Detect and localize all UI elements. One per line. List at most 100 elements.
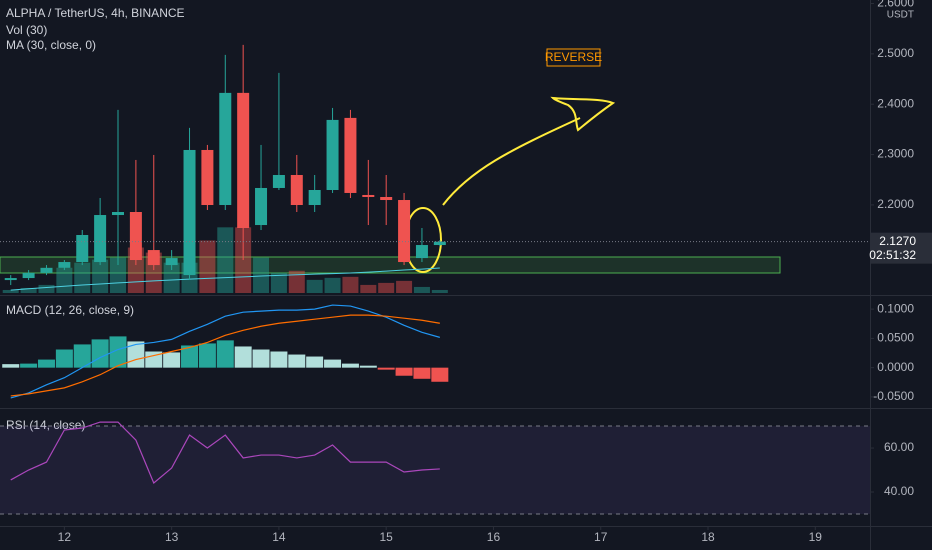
histogram-bar — [234, 346, 252, 368]
chart-title: ALPHA / TetherUS, 4h, BINANCE — [6, 6, 185, 20]
candle-body — [290, 174, 303, 205]
ma-legend: MA (30, close, 0) — [6, 38, 96, 52]
volume-bar — [324, 277, 341, 293]
volume-bar — [306, 279, 323, 293]
histogram-bar — [306, 356, 324, 368]
candle-body — [433, 241, 446, 246]
volume-bar — [378, 282, 395, 293]
volume-bar — [56, 267, 73, 293]
volume-bar — [360, 284, 377, 293]
y-tick-label: 2.3000 — [877, 147, 914, 161]
y-tick-label: -0.0500 — [873, 389, 914, 403]
candle-body — [237, 92, 250, 229]
volume-bar — [431, 289, 448, 293]
candle-body — [40, 267, 53, 273]
x-tick-label: 16 — [487, 530, 501, 544]
last-price-box — [871, 232, 932, 264]
histogram-bar — [145, 351, 163, 368]
y-tick-label: 0.0000 — [877, 360, 914, 374]
macd-line — [10, 304, 440, 399]
histogram-bar — [431, 367, 449, 382]
y-tick-label: 0.0500 — [877, 331, 914, 345]
rsi-line — [10, 421, 440, 484]
histogram-bar — [55, 349, 73, 368]
histogram-bar — [91, 339, 109, 368]
histogram-bar — [413, 367, 431, 379]
candle-body — [4, 278, 17, 281]
x-tick-label: 17 — [594, 530, 608, 544]
y-tick-label: 40.00 — [884, 484, 914, 498]
histogram-bar — [252, 349, 270, 368]
candle-body — [22, 272, 35, 279]
histogram-bar — [270, 351, 288, 368]
candle-body — [344, 117, 357, 193]
histogram-bar — [341, 363, 359, 368]
countdown: 02:51:32 — [869, 248, 916, 262]
histogram-bar — [37, 359, 55, 368]
annotation-box — [546, 48, 601, 67]
x-tick-label: 13 — [165, 530, 179, 544]
volume-bar — [2, 289, 19, 293]
histogram-bar — [73, 344, 91, 368]
candle-body — [183, 149, 196, 276]
candle-body — [362, 194, 375, 197]
rsi-legend: RSI (14, close) — [6, 418, 85, 432]
histogram-bar — [288, 354, 306, 368]
candle-body — [380, 196, 393, 201]
histogram-bar — [127, 341, 145, 368]
candle-body — [165, 258, 178, 266]
volume-bar — [74, 262, 91, 293]
volume-legend: Vol (30) — [6, 23, 47, 37]
y-tick-label: 2.5000 — [877, 46, 914, 60]
x-tick-label: 14 — [272, 530, 286, 544]
x-tick-label: 18 — [701, 530, 715, 544]
histogram-bar — [216, 340, 234, 368]
x-tick-label: 19 — [809, 530, 823, 544]
y-tick-label: 2.2000 — [877, 197, 914, 211]
volume-bar — [253, 257, 270, 293]
last-price-label: 2.1270 — [879, 234, 916, 248]
x-tick-label: 12 — [58, 530, 72, 544]
histogram-bar — [324, 359, 342, 368]
arrow-head — [550, 96, 616, 132]
histogram-bar — [109, 336, 127, 368]
histogram-bar — [20, 363, 38, 368]
y-tick-label: 60.00 — [884, 440, 914, 454]
x-tick-label: 15 — [380, 530, 394, 544]
histogram-bar — [2, 364, 20, 368]
volume-bar — [110, 257, 127, 293]
arrow-shaft — [442, 117, 581, 206]
macd-legend: MACD (12, 26, close, 9) — [6, 303, 134, 317]
volume-bar — [38, 284, 55, 293]
candle-body — [112, 211, 125, 216]
volume-bar — [270, 272, 287, 293]
annotation: REVERSE — [545, 50, 602, 64]
histogram-bar — [163, 352, 181, 368]
volume-bar — [163, 262, 180, 293]
histogram-bar — [395, 367, 413, 376]
histogram-bar — [198, 343, 216, 368]
candle-body — [398, 200, 411, 263]
candle-body — [76, 235, 89, 263]
macd-line — [10, 314, 440, 397]
candle-body — [219, 92, 232, 205]
candle-body — [147, 250, 160, 266]
y-tick-label: 0.1000 — [877, 301, 914, 315]
volume-bar — [20, 287, 37, 293]
y-tick-label: 2.4000 — [877, 96, 914, 110]
volume-bar — [288, 270, 305, 293]
histogram-bar — [359, 365, 377, 368]
y-tick-label: 2.6000 — [877, 0, 914, 10]
candle-body — [255, 187, 268, 226]
candle-body — [58, 262, 71, 268]
candle-body — [415, 245, 428, 259]
currency-label: USDT — [887, 10, 914, 21]
candle-body — [272, 174, 285, 188]
candle-body — [201, 149, 214, 205]
histogram-bar — [377, 367, 395, 370]
candle-body — [94, 215, 107, 263]
volume-bar — [413, 286, 430, 293]
